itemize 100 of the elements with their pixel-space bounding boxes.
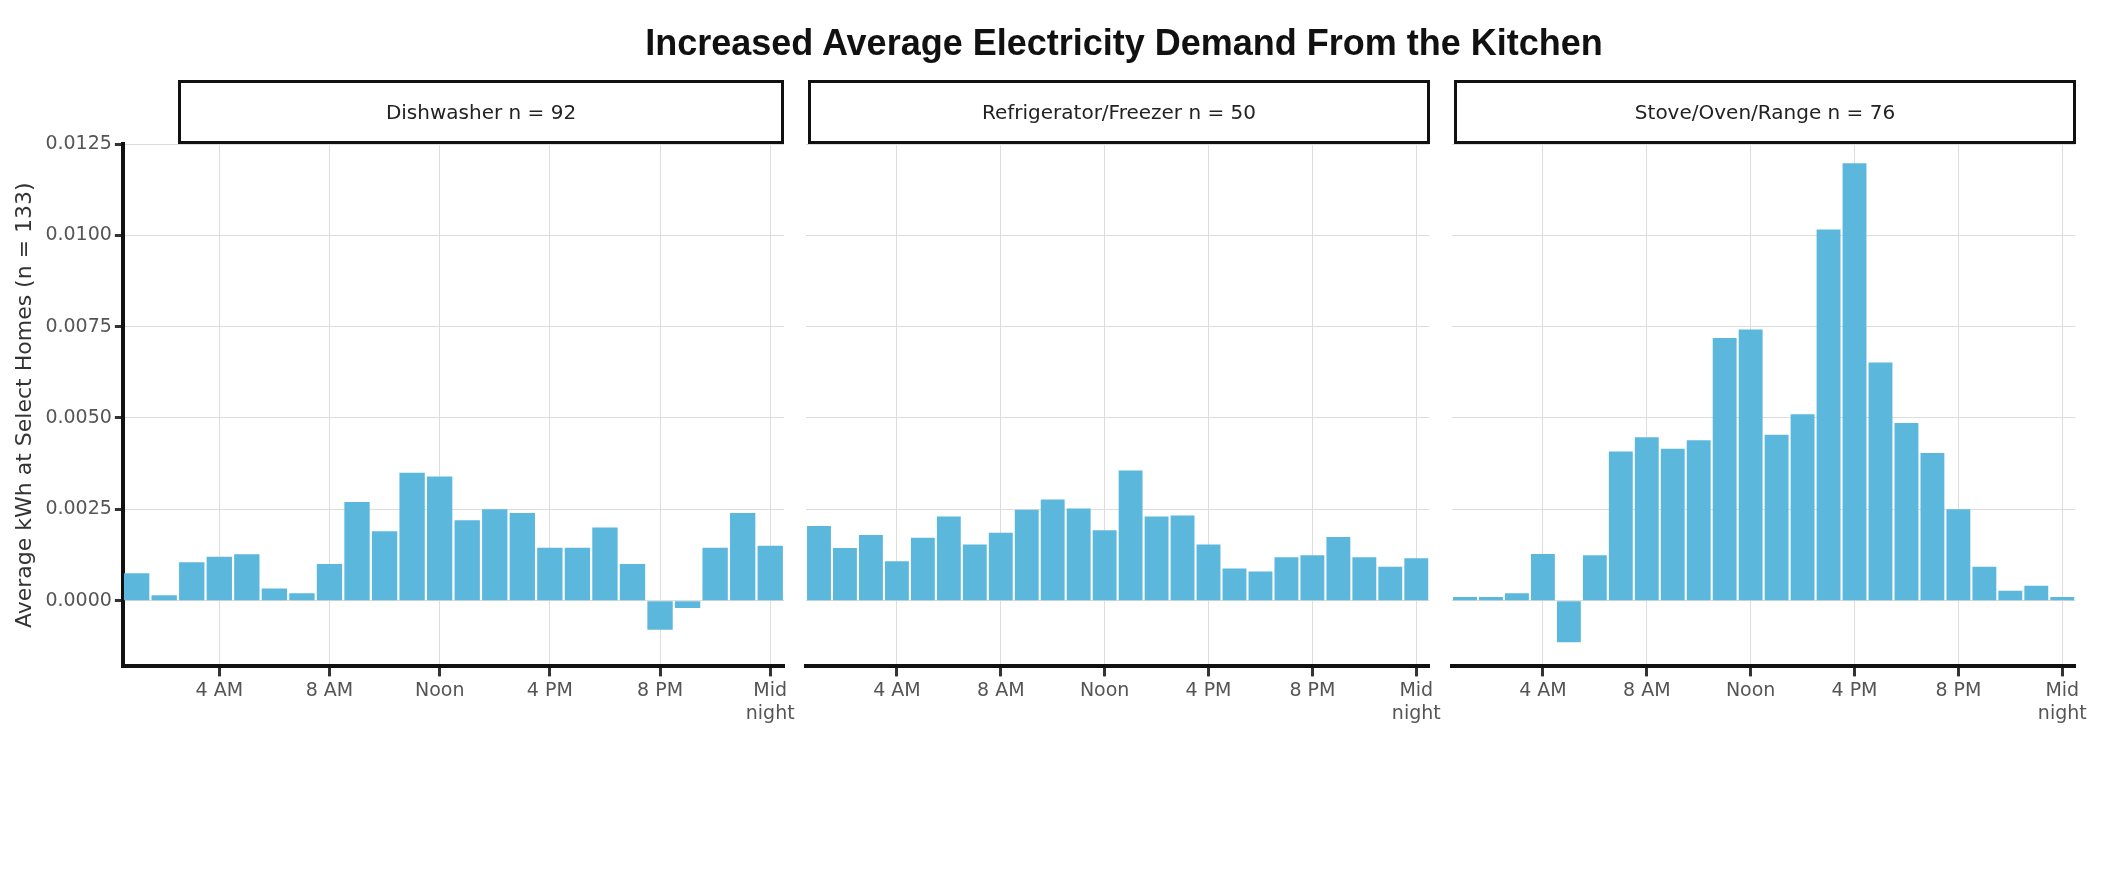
bar (1920, 453, 1945, 601)
bar (509, 512, 535, 601)
y-tick-label: 0.0100 (45, 222, 112, 245)
y-axis-title: Average kWh at Select Homes (n = 133) (10, 182, 36, 629)
bar (1608, 451, 1633, 601)
bar (1972, 566, 1997, 601)
x-tick-label: 4 PM (1185, 677, 1232, 700)
chart-subtitle: Stove/Oven/Range n = 76 (1454, 80, 2076, 144)
bar (179, 562, 205, 601)
bar (1764, 434, 1789, 601)
bar (1248, 571, 1273, 601)
x-tick-label: 4 AM (195, 677, 244, 700)
bar (1712, 337, 1737, 601)
bar (1222, 568, 1247, 601)
bar (454, 520, 480, 601)
chart-title: Increased Average Electricity Demand From the Kitchen (645, 22, 1603, 64)
bar (234, 554, 260, 601)
bar (1634, 437, 1659, 601)
bar (1686, 440, 1711, 601)
bar (1326, 537, 1351, 601)
bar (757, 545, 783, 601)
bar (1842, 163, 1867, 601)
bar (1946, 509, 1971, 601)
x-tick-label: 8 PM (637, 677, 684, 700)
bar (1352, 557, 1377, 601)
bar (371, 531, 398, 601)
x-tick-label: 8 PM (1289, 677, 1336, 700)
bar (123, 573, 150, 601)
y-tick-label: 0.0125 (45, 130, 112, 153)
bar (151, 595, 177, 601)
bar (1040, 499, 1065, 601)
x-tick-label: Noon (1725, 677, 1776, 700)
x-tick-label: 4 PM (526, 677, 573, 700)
bar (1738, 329, 1763, 601)
bar (206, 556, 232, 601)
bar (1868, 362, 1893, 601)
bar (1144, 516, 1169, 601)
chart-subtitle: Refrigerator/Freezer n = 50 (808, 80, 1430, 144)
bar (1453, 596, 1477, 601)
bar (1170, 515, 1195, 601)
bar (537, 547, 563, 601)
bar (910, 537, 935, 601)
x-tick-label: Mid night (2037, 677, 2087, 723)
bar (1790, 414, 1815, 601)
x-tick-label: Noon (414, 677, 465, 700)
x-tick-label: Mid night (745, 677, 795, 723)
bar (1092, 530, 1117, 601)
bar (833, 548, 857, 601)
x-tick-label: Mid night (1391, 677, 1441, 723)
bar (1504, 593, 1529, 601)
bar (344, 502, 370, 601)
bar (1530, 553, 1555, 601)
bar (1582, 555, 1607, 601)
chart-subtitle: Dishwasher n = 92 (178, 80, 784, 144)
x-tick-label: 4 PM (1831, 677, 1878, 700)
bar (2050, 596, 2075, 601)
bar (1066, 508, 1091, 601)
x-tick-label: 4 AM (873, 677, 921, 700)
bar (261, 588, 288, 601)
bar (1660, 448, 1685, 601)
bar (316, 564, 343, 601)
bar (1118, 470, 1143, 601)
bar (289, 593, 315, 601)
bar (1014, 509, 1039, 601)
bar (702, 547, 728, 601)
bar (936, 516, 961, 601)
bar (399, 472, 425, 601)
x-tick-label: 8 AM (1623, 677, 1671, 700)
bar (1300, 555, 1325, 601)
bar (1998, 590, 2023, 601)
bar (884, 561, 909, 601)
bar (1556, 601, 1581, 643)
y-tick-label: 0.0050 (45, 404, 112, 427)
bar (427, 476, 453, 601)
bar (1274, 557, 1299, 601)
bar (592, 527, 618, 601)
bar (1378, 566, 1403, 601)
bar (1404, 558, 1429, 601)
x-tick-label: 8 AM (305, 677, 354, 700)
bar (1894, 423, 1919, 601)
bar (858, 534, 883, 601)
bar (674, 601, 701, 608)
x-tick-label: Noon (1079, 677, 1130, 700)
bar (988, 532, 1013, 601)
bar (482, 509, 508, 601)
bar (730, 512, 756, 601)
bar (564, 547, 591, 601)
bar (1196, 544, 1221, 601)
bar (2024, 585, 2049, 601)
x-tick-label: 4 AM (1519, 677, 1567, 700)
bar (1816, 229, 1841, 601)
y-tick-label: 0.0000 (45, 587, 112, 610)
bar (647, 601, 673, 630)
bar (807, 526, 831, 601)
y-tick-label: 0.0025 (45, 496, 112, 519)
x-tick-label: 8 PM (1935, 677, 1982, 700)
bar (619, 564, 646, 601)
bar (1479, 596, 1503, 601)
x-tick-label: 8 AM (977, 677, 1025, 700)
bar (962, 544, 987, 601)
